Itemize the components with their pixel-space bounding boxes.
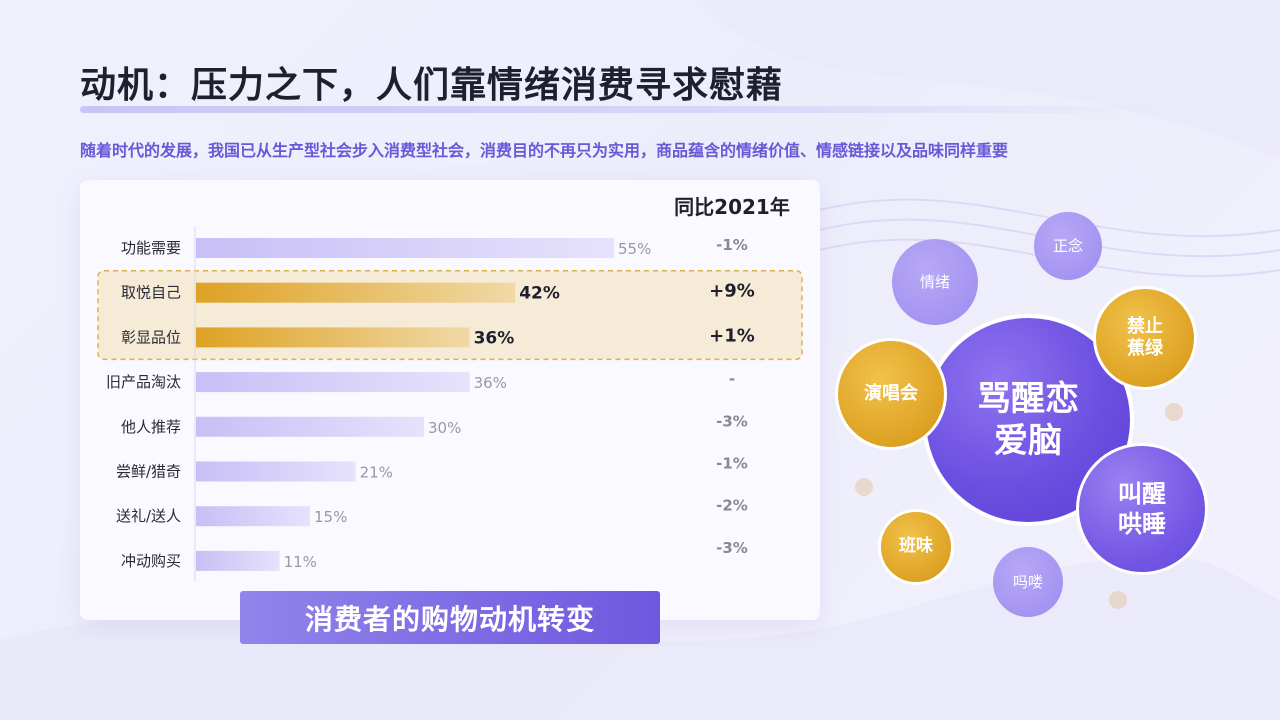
category-label: 冲动购买 [121, 552, 181, 570]
bar [196, 506, 310, 527]
bar [196, 238, 614, 258]
bubble-love-brain: 骂醒恋 爱脑 [922, 314, 1134, 526]
yoy-change: -3% [716, 412, 748, 430]
yoy-change: - [729, 370, 735, 388]
decor-dot [1165, 403, 1183, 421]
bubble-text: 情绪 [919, 272, 950, 291]
yoy-change: -1% [716, 236, 748, 254]
category-label: 尝鲜/猎奇 [116, 463, 181, 481]
decor-dot [1109, 591, 1127, 609]
value-label: 42% [519, 284, 560, 304]
value-label: 21% [360, 464, 393, 482]
value-label: 36% [474, 374, 507, 392]
yoy-header: 同比2021年 [674, 195, 790, 219]
bar [196, 327, 470, 348]
category-label: 送礼/送人 [116, 507, 181, 525]
bubble-work-vibe: 班味 [878, 509, 954, 585]
yoy-change: -2% [716, 497, 748, 515]
bubble-wake-sleep: 叫醒 哄睡 [1076, 443, 1208, 575]
value-label: 30% [428, 419, 461, 437]
bubble-text: 班味 [899, 536, 933, 557]
bubble-emotion: 情绪 [892, 239, 978, 325]
value-label: 11% [284, 553, 317, 571]
bubble-no-anxiety: 禁止 蕉绿 [1093, 286, 1197, 390]
bubble-text: 叫醒 哄睡 [1118, 480, 1166, 538]
category-label: 彰显品位 [121, 328, 181, 346]
bubble-text: 禁止 蕉绿 [1127, 315, 1163, 360]
yoy-change: -3% [716, 539, 748, 557]
yoy-change: +1% [709, 325, 755, 346]
bar [196, 372, 470, 393]
category-label: 他人推荐 [121, 418, 181, 436]
bubble-text: 吗喽 [1012, 572, 1043, 591]
bar [196, 282, 516, 303]
bubble-concert: 演唱会 [835, 338, 947, 450]
chart-caption: 消费者的购物动机转变 [240, 591, 660, 644]
bubble-monkey: 吗喽 [993, 547, 1063, 617]
bubble-text: 演唱会 [864, 382, 918, 404]
bar [196, 416, 424, 437]
bubble-text: 正念 [1052, 236, 1083, 255]
value-label: 15% [314, 508, 347, 526]
bar [196, 550, 280, 571]
bar [196, 461, 356, 482]
page-title: 动机：压力之下，人们靠情绪消费寻求慰藉 [80, 65, 784, 106]
value-label: 36% [474, 328, 515, 348]
decor-dot [855, 478, 873, 496]
category-label: 旧产品淘汰 [106, 373, 181, 391]
bubble-mindfulness: 正念 [1034, 212, 1102, 280]
title-underline [80, 106, 1170, 113]
yoy-change: +9% [709, 281, 755, 302]
yoy-change: -1% [716, 455, 748, 473]
category-label: 取悦自己 [121, 284, 181, 302]
value-label: 55% [618, 240, 651, 258]
bubble-text: 骂醒恋 爱脑 [977, 378, 1079, 462]
page-subtitle: 随着时代的发展，我国已从生产型社会步入消费型社会，消费目的不再只为实用，商品蕴含… [80, 141, 1009, 160]
category-label: 功能需要 [121, 239, 181, 257]
